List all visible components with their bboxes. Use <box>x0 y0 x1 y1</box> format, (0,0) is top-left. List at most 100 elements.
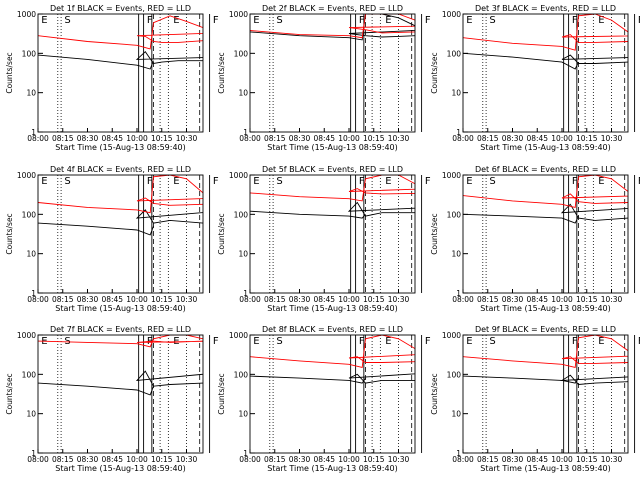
panel-title: Det 6f BLACK = Events, RED = LLD <box>475 165 616 174</box>
x-tick-label: 10:00 <box>126 455 148 464</box>
y-tick-label: 10 <box>26 410 36 419</box>
panel-title: Det 3f BLACK = Events, RED = LLD <box>475 4 616 13</box>
series-events-line <box>250 201 415 219</box>
x-tick-label: 08:30 <box>289 134 311 143</box>
y-tick-label: 100 <box>447 210 462 219</box>
x-axis-label: Start Time (15-Aug-13 08:59:40) <box>55 143 186 152</box>
y-tick-label: 10 <box>238 250 248 259</box>
x-tick-label: 08:30 <box>77 295 99 304</box>
y-axis-label: Counts/sec <box>430 373 439 414</box>
plot-frame <box>462 334 629 454</box>
x-tick-label: 08:45 <box>313 455 335 464</box>
y-tick-label: 1000 <box>442 331 461 340</box>
marker-letter: F <box>213 176 219 187</box>
marker-letter: S <box>64 15 70 26</box>
x-tick-label: 10:15 <box>151 134 173 143</box>
panel-title: Det 9f BLACK = Events, RED = LLD <box>475 325 616 334</box>
marker-letter: F <box>147 15 153 26</box>
x-tick-label: 10:30 <box>601 134 623 143</box>
y-axis-label: Counts/sec <box>217 213 226 254</box>
series-lld-line <box>463 335 628 368</box>
x-axis-label: Start Time (15-Aug-13 08:59:40) <box>267 304 398 313</box>
x-tick-label: 10:00 <box>338 455 360 464</box>
x-tick-label: 10:30 <box>388 295 410 304</box>
marker-letter: S <box>276 336 282 347</box>
marker-letter: E <box>173 15 179 26</box>
series-events-line <box>250 373 415 384</box>
detector-panel: Det 6f BLACK = Events, RED = LLDESFFE110… <box>430 165 640 313</box>
x-axis-label: Start Time (15-Aug-13 08:59:40) <box>267 464 398 473</box>
y-axis-label: Counts/sec <box>5 373 14 414</box>
x-tick-label: 08:00 <box>27 295 49 304</box>
series-events-line <box>38 209 203 236</box>
series-lld-line <box>250 175 415 202</box>
x-tick-label: 10:30 <box>388 134 410 143</box>
marker-letter: E <box>173 176 179 187</box>
y-tick-label: 1 <box>243 128 248 137</box>
marker-letter: F <box>638 336 640 347</box>
x-tick-label: 10:30 <box>388 455 410 464</box>
y-tick-label: 1 <box>243 449 248 458</box>
x-tick-label: 10:15 <box>363 295 385 304</box>
y-tick-label: 1 <box>31 449 36 458</box>
marker-letter: E <box>385 176 391 187</box>
marker-letter: F <box>147 176 153 187</box>
marker-letter: F <box>638 176 640 187</box>
x-axis-label: Start Time (15-Aug-13 08:59:40) <box>480 143 611 152</box>
x-tick-label: 08:15 <box>477 295 499 304</box>
x-tick-label: 10:00 <box>126 295 148 304</box>
marker-letter: S <box>489 15 495 26</box>
marker-letter: E <box>598 15 604 26</box>
marker-letter: F <box>425 336 431 347</box>
x-axis-label: Start Time (15-Aug-13 08:59:40) <box>480 304 611 313</box>
x-axis-label: Start Time (15-Aug-13 08:59:40) <box>55 304 186 313</box>
y-tick-label: 1 <box>243 289 248 298</box>
x-tick-label: 08:45 <box>526 134 548 143</box>
x-tick-label: 08:00 <box>452 295 474 304</box>
panel-title: Det 7f BLACK = Events, RED = LLD <box>50 325 191 334</box>
y-tick-label: 10 <box>238 89 248 98</box>
x-axis-label: Start Time (15-Aug-13 08:59:40) <box>55 464 186 473</box>
x-tick-label: 10:30 <box>601 455 623 464</box>
x-tick-label: 10:00 <box>338 295 360 304</box>
series-events-line <box>38 370 203 396</box>
series-lld-line <box>38 175 203 214</box>
marker-letter: E <box>41 15 47 26</box>
panel-title: Det 1f BLACK = Events, RED = LLD <box>50 4 191 13</box>
x-tick-label: 10:00 <box>338 134 360 143</box>
plot-frame <box>249 334 416 454</box>
panel-title: Det 2f BLACK = Events, RED = LLD <box>262 4 403 13</box>
x-tick-label: 08:15 <box>477 134 499 143</box>
marker-letter: F <box>359 336 365 347</box>
marker-letter: S <box>276 176 282 187</box>
marker-letter: S <box>489 336 495 347</box>
x-tick-label: 08:00 <box>452 134 474 143</box>
marker-letter: E <box>598 176 604 187</box>
series-lld-line <box>250 14 415 39</box>
y-axis-label: Counts/sec <box>430 213 439 254</box>
x-tick-label: 10:15 <box>576 455 598 464</box>
marker-letter: E <box>385 336 391 347</box>
y-axis-label: Counts/sec <box>5 213 14 254</box>
series-lld-line <box>463 14 628 51</box>
series-events-line <box>463 203 628 224</box>
marker-letter: F <box>213 15 219 26</box>
x-axis-label: Start Time (15-Aug-13 08:59:40) <box>480 464 611 473</box>
y-tick-label: 10 <box>26 250 36 259</box>
series-lld-line <box>463 175 628 208</box>
x-tick-label: 08:45 <box>526 455 548 464</box>
plot-frame <box>249 174 416 294</box>
plot-frame <box>37 334 204 454</box>
x-tick-label: 10:15 <box>363 134 385 143</box>
x-tick-label: 08:15 <box>477 455 499 464</box>
detector-panel: Det 3f BLACK = Events, RED = LLDESFFE110… <box>430 4 640 152</box>
y-tick-label: 1000 <box>17 171 36 180</box>
x-tick-label: 08:15 <box>52 295 74 304</box>
series-lld-line <box>250 335 415 368</box>
x-tick-label: 10:15 <box>151 295 173 304</box>
x-tick-label: 10:00 <box>126 134 148 143</box>
y-tick-label: 100 <box>22 210 37 219</box>
